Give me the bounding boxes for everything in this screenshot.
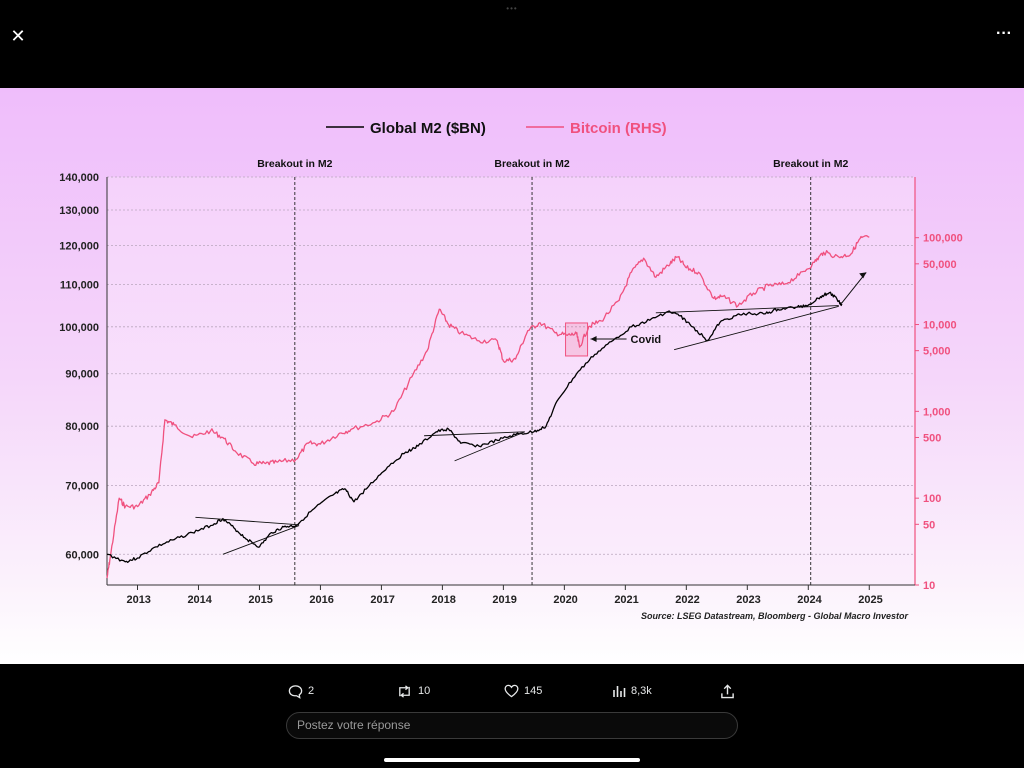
y-right-tick-label: 5,000 — [923, 346, 951, 358]
x-tick-label: 2019 — [492, 594, 516, 606]
legend-label-bitcoin: Bitcoin (RHS) — [570, 120, 667, 137]
y-right-tick-label: 50,000 — [923, 259, 957, 271]
covid-arrowhead — [590, 335, 597, 342]
trend-line-upper — [655, 305, 839, 314]
covid-highlight-box — [565, 322, 589, 357]
y-left-tick-label: 140,000 — [59, 172, 99, 184]
comment-icon — [288, 684, 303, 699]
grid-layer — [106, 176, 919, 590]
y-left-tick-label: 60,000 — [65, 549, 99, 561]
more-icon[interactable]: ··· — [996, 25, 1012, 42]
x-tick-label: 2021 — [614, 594, 638, 606]
y-left-tick-label: 70,000 — [65, 481, 99, 493]
x-tick-label: 2018 — [431, 594, 455, 606]
trend-line-upper — [424, 431, 525, 437]
y-right-tick-label: 10 — [923, 580, 935, 592]
repost-count: 10 — [418, 685, 431, 697]
trend-line-lower — [222, 525, 300, 555]
breakout-label: Breakout in M2 — [257, 158, 332, 170]
marks-layer — [106, 177, 870, 585]
x-tick-label: 2016 — [309, 594, 333, 606]
series-line-bitcoin — [106, 235, 870, 579]
repost-action[interactable]: 10 — [396, 682, 430, 700]
x-tick-label: 2020 — [553, 594, 577, 606]
y-right-tick-label: 10,000 — [923, 320, 957, 332]
y-left-tick-label: 100,000 — [59, 322, 99, 334]
covid-label: Covid — [631, 334, 662, 346]
close-icon[interactable]: ✕ — [10, 26, 26, 46]
share-action[interactable] — [720, 682, 735, 700]
reply-count: 2 — [308, 685, 315, 697]
breakout-label: Breakout in M2 — [773, 158, 848, 170]
y-right-tick-label: 100,000 — [923, 233, 963, 245]
share-icon — [721, 683, 734, 698]
y-left-tick-label: 110,000 — [60, 279, 99, 291]
home-indicator — [384, 758, 640, 762]
heart-icon — [504, 684, 519, 698]
x-tick-label: 2014 — [187, 594, 212, 606]
reply-input[interactable]: Postez votre réponse — [286, 712, 738, 739]
y-left-tick-label: 80,000 — [65, 421, 99, 433]
x-tick-label: 2025 — [858, 594, 882, 606]
views-icon — [613, 686, 626, 697]
trend-line-upper — [195, 516, 300, 526]
views-action[interactable]: 8,3k — [612, 682, 652, 700]
x-tick-label: 2013 — [126, 594, 150, 606]
chart-image: 60,000 70,000 80,000 90,000 100,000 110,000 12… — [0, 88, 1024, 664]
like-count: 145 — [524, 685, 543, 697]
top-bar: ••• ✕ ··· — [0, 0, 1024, 88]
trend-line-lower — [454, 431, 525, 462]
y-left-tick-label: 120,000 — [59, 241, 99, 253]
source-note: Source: LSEG Datastream, Bloomberg - Glo… — [641, 611, 909, 621]
y-right-tick-label: 100 — [923, 493, 941, 505]
breakout-label: Breakout in M2 — [494, 158, 569, 170]
x-tick-label: 2024 — [797, 594, 822, 606]
views-count: 8,3k — [631, 685, 652, 697]
x-tick-label: 2022 — [675, 594, 699, 606]
reply-action[interactable]: 2 — [288, 682, 314, 700]
series-line-global-m2 — [106, 291, 843, 564]
x-tick-label: 2015 — [248, 594, 272, 606]
repost-icon — [399, 684, 410, 698]
y-left-tick-label: 130,000 — [59, 205, 99, 217]
trend-arrowhead — [859, 272, 867, 279]
bottom-bar: 2 10 145 8,3k Postez votre réponse — [0, 664, 1024, 768]
plot-area — [107, 177, 915, 585]
text-layer: 60,000 70,000 80,000 90,000 100,000 110,000 12… — [59, 120, 963, 621]
x-tick-label: 2017 — [370, 594, 394, 606]
x-tick-label: 2023 — [736, 594, 760, 606]
y-right-tick-label: 50 — [923, 519, 935, 531]
y-right-tick-label: 500 — [923, 432, 941, 444]
like-action[interactable]: 145 — [504, 682, 542, 700]
trend-line-lower — [674, 305, 839, 351]
legend-label-m2: Global M2 ($BN) — [370, 120, 486, 137]
chart-svg: 60,000 70,000 80,000 90,000 100,000 110,000 12… — [59, 120, 963, 621]
y-left-tick-label: 90,000 — [65, 369, 99, 381]
trend-arrow — [841, 272, 867, 304]
y-right-tick-label: 1,000 — [923, 406, 951, 418]
grabber-handle[interactable]: ••• — [506, 4, 518, 13]
